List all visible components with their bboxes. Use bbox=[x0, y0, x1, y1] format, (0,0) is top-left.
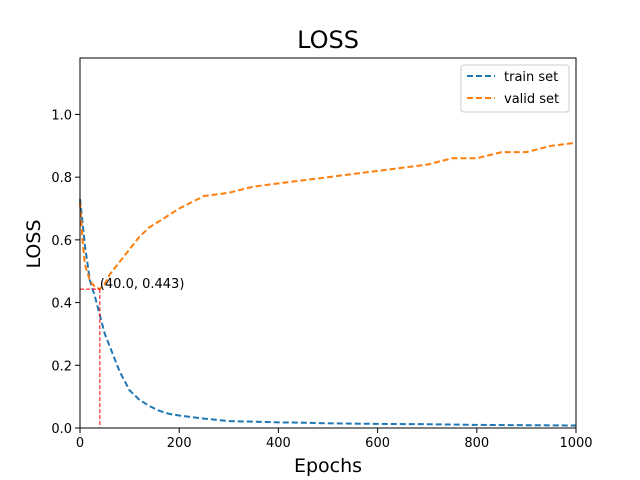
x-tick-label: 200 bbox=[167, 436, 192, 451]
chart-title: LOSS bbox=[297, 26, 359, 54]
x-tick-label: 400 bbox=[266, 436, 291, 451]
annotation-layer: (40.0, 0.443) bbox=[80, 277, 184, 428]
series-layer bbox=[79, 141, 577, 427]
y-tick-label: 0.4 bbox=[51, 297, 72, 312]
x-axis-label: Epochs bbox=[294, 455, 362, 477]
legend-label-train: train set bbox=[504, 70, 558, 85]
legend: train set valid set bbox=[460, 64, 570, 113]
legend-label-valid: valid set bbox=[504, 92, 559, 107]
y-tick-label: 0.8 bbox=[51, 171, 72, 186]
x-tick-label: 800 bbox=[464, 436, 489, 451]
series-line-train bbox=[79, 198, 577, 427]
annotation-label: (40.0, 0.443) bbox=[100, 277, 185, 292]
plot-frame bbox=[79, 57, 577, 429]
y-tick-label: 0.6 bbox=[51, 234, 72, 249]
series-line-valid bbox=[79, 141, 577, 291]
y-tick-label: 1.0 bbox=[51, 108, 72, 123]
x-tick-label: 1000 bbox=[559, 436, 592, 451]
y-tick-label: 0.2 bbox=[51, 359, 72, 374]
ticks-layer: 0 200 400 600 800 1000 0.0 0.2 0.4 0.6 0.8 1.0 bbox=[51, 108, 592, 451]
x-tick-label: 0 bbox=[76, 436, 84, 451]
y-axis-label: LOSS bbox=[23, 220, 45, 269]
x-tick-label: 600 bbox=[365, 436, 390, 451]
y-tick-label: 0.0 bbox=[51, 422, 72, 437]
